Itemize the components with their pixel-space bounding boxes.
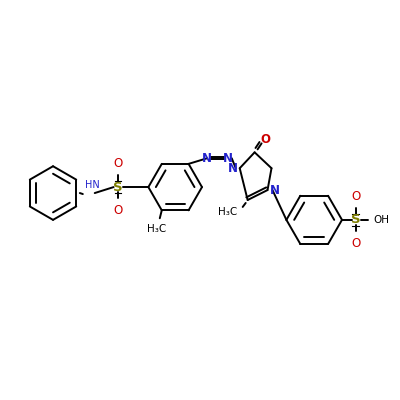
Text: H₃C: H₃C (147, 224, 166, 234)
Text: O: O (351, 237, 360, 250)
Text: H₃C: H₃C (218, 207, 238, 217)
Text: O: O (113, 157, 122, 170)
Text: N: N (202, 152, 212, 165)
Text: O: O (260, 133, 270, 146)
Text: O: O (351, 190, 360, 203)
Text: S: S (351, 213, 361, 226)
Text: N: N (223, 152, 233, 165)
Text: N: N (228, 162, 238, 175)
Text: S: S (113, 180, 122, 194)
Text: O: O (113, 204, 122, 217)
Text: HN: HN (85, 180, 100, 190)
Text: N: N (270, 184, 280, 196)
Text: OH: OH (374, 215, 390, 225)
